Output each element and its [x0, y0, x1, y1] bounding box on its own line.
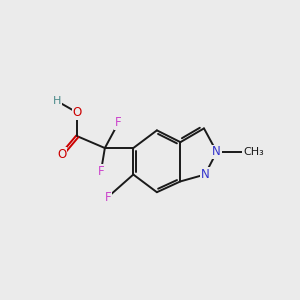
Text: CH₃: CH₃ — [243, 147, 264, 157]
Text: N: N — [201, 168, 209, 181]
Text: F: F — [104, 190, 111, 204]
Text: O: O — [73, 106, 82, 119]
Text: F: F — [98, 165, 104, 178]
Text: O: O — [57, 148, 66, 161]
Text: F: F — [115, 116, 122, 129]
Text: N: N — [212, 146, 221, 158]
Text: H: H — [52, 96, 61, 106]
